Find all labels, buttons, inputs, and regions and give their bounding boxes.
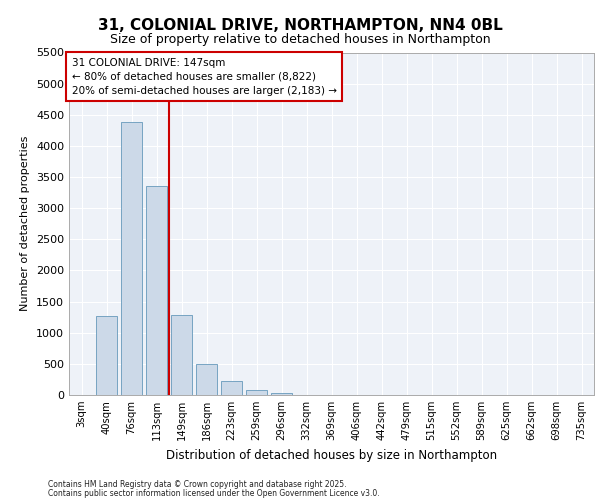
X-axis label: Distribution of detached houses by size in Northampton: Distribution of detached houses by size …	[166, 448, 497, 462]
Bar	[121, 122, 142, 395]
Bar	[221, 380, 242, 395]
Bar	[196, 364, 217, 395]
Text: Size of property relative to detached houses in Northampton: Size of property relative to detached ho…	[110, 32, 490, 46]
Y-axis label: Number of detached properties: Number of detached properties	[20, 136, 31, 312]
Bar	[146, 186, 167, 395]
Text: Contains HM Land Registry data © Crown copyright and database right 2025.: Contains HM Land Registry data © Crown c…	[48, 480, 347, 489]
Bar	[271, 393, 292, 395]
Text: 31 COLONIAL DRIVE: 147sqm
← 80% of detached houses are smaller (8,822)
20% of se: 31 COLONIAL DRIVE: 147sqm ← 80% of detac…	[71, 58, 337, 96]
Text: 31, COLONIAL DRIVE, NORTHAMPTON, NN4 0BL: 31, COLONIAL DRIVE, NORTHAMPTON, NN4 0BL	[98, 18, 502, 32]
Text: Contains public sector information licensed under the Open Government Licence v3: Contains public sector information licen…	[48, 488, 380, 498]
Bar	[96, 316, 117, 395]
Bar	[246, 390, 267, 395]
Bar	[171, 316, 192, 395]
